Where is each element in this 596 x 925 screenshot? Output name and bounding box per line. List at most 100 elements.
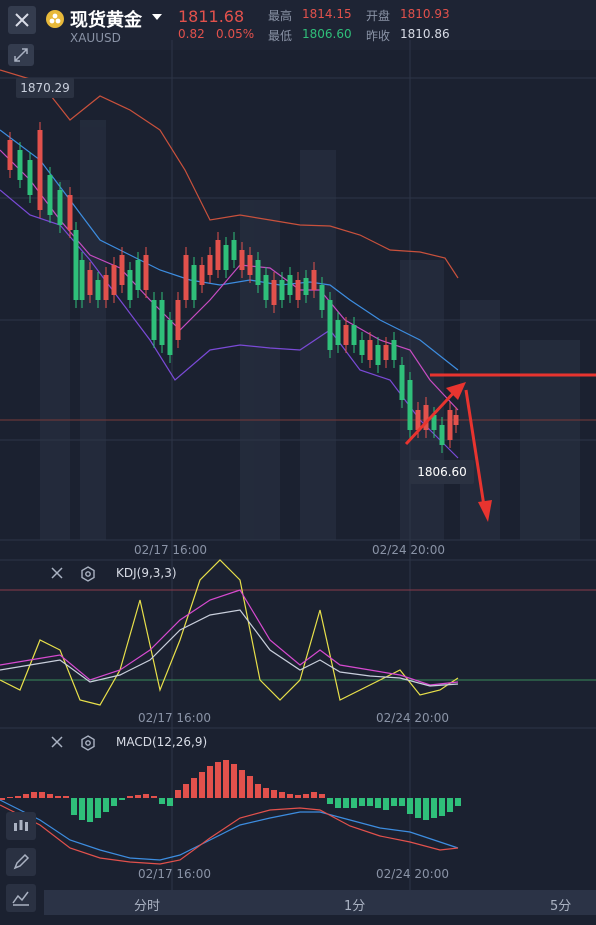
- dea-line: [0, 799, 459, 861]
- candle-body: [407, 380, 413, 430]
- candle-body: [73, 230, 79, 300]
- candle-body: [359, 340, 365, 355]
- macd-bar: [335, 798, 341, 808]
- macd-bar: [271, 790, 277, 798]
- indicator-button[interactable]: [6, 884, 36, 912]
- candle-body: [143, 255, 149, 290]
- macd-bar: [79, 798, 85, 820]
- prev-close-value: 1810.86: [400, 27, 450, 41]
- macd-bar: [447, 798, 453, 812]
- macd-bar: [199, 772, 205, 798]
- macd-bar: [223, 760, 229, 798]
- candle-body: [215, 240, 221, 270]
- macd-bar: [327, 798, 333, 804]
- candle-body: [453, 415, 459, 425]
- candle-body: [279, 280, 285, 300]
- gold-coin-icon: [46, 10, 64, 28]
- macd-bar: [7, 797, 13, 798]
- macd-close-icon[interactable]: [50, 735, 64, 749]
- macd-bar: [183, 784, 189, 798]
- macd-bar: [0, 798, 5, 800]
- d-line: [0, 589, 459, 686]
- high-label: 最高: [268, 9, 293, 23]
- candle-body: [17, 150, 23, 180]
- candle-body: [247, 255, 253, 275]
- candle-body: [47, 175, 53, 215]
- macd-bar: [95, 798, 101, 818]
- last-price: 1811.68: [178, 7, 245, 26]
- candle-body: [391, 340, 397, 360]
- candle-body: [37, 130, 43, 210]
- macd-bar: [247, 776, 253, 798]
- chevron-down-icon[interactable]: [152, 14, 162, 20]
- kdj-title: KDJ(9,3,3): [116, 566, 177, 580]
- candlestick-button[interactable]: [6, 812, 36, 840]
- macd-bar: [423, 798, 429, 820]
- candle-body: [287, 275, 293, 295]
- middle-band-line: [0, 129, 459, 371]
- macd-bar: [175, 790, 181, 798]
- candle-body: [183, 255, 189, 300]
- candle-body: [319, 285, 325, 310]
- macd-gear-icon[interactable]: [80, 735, 96, 751]
- macd-bar: [87, 798, 93, 822]
- price-change: 0.82: [178, 27, 205, 41]
- macd-bar: [367, 798, 373, 806]
- prev-close-label: 昨收: [366, 29, 391, 43]
- candle-body: [367, 340, 373, 360]
- candle-body: [67, 195, 73, 230]
- candle-body: [311, 270, 317, 290]
- tab-1min[interactable]: 1分: [344, 899, 366, 914]
- close-icon: [15, 13, 29, 27]
- candle-body: [271, 280, 277, 305]
- close-button[interactable]: [8, 6, 36, 34]
- tab-5min[interactable]: 5分: [550, 899, 572, 914]
- macd-time-label-1: 02/17 16:00: [138, 867, 211, 881]
- candlestick-icon: [14, 820, 28, 831]
- macd-bar: [343, 798, 349, 808]
- expand-button[interactable]: [8, 44, 34, 66]
- macd-bar: [39, 792, 45, 798]
- pencil-icon: [13, 853, 30, 870]
- kdj-gear-icon[interactable]: [80, 566, 96, 582]
- candle-body: [327, 300, 333, 350]
- dif-line: [0, 804, 459, 865]
- tab-timeshare[interactable]: 分时: [134, 899, 161, 914]
- macd-bar: [135, 795, 141, 798]
- open-value: 1810.93: [400, 7, 450, 21]
- candlestick-chart[interactable]: [0, 40, 596, 890]
- candle-body: [295, 280, 301, 300]
- upper-band-line: [0, 69, 459, 279]
- candle-body: [127, 270, 133, 300]
- timeframe-tabs: [44, 890, 596, 915]
- quote-header: 现货黄金 XAUUSD 1811.68 0.82 0.05% 最高 1814.1…: [0, 0, 596, 50]
- macd-bar: [127, 796, 133, 798]
- candle-body: [439, 425, 445, 445]
- macd-bar: [455, 798, 461, 806]
- macd-bar: [119, 798, 125, 800]
- macd-bar: [23, 794, 29, 798]
- main-time-label-2: 02/24 20:00: [372, 543, 445, 557]
- expand-icon: [14, 48, 28, 62]
- kdj-close-icon[interactable]: [50, 566, 64, 580]
- candle-body: [231, 240, 237, 260]
- macd-bar: [255, 784, 261, 798]
- low-label: 最低: [268, 29, 293, 43]
- macd-bar: [391, 798, 397, 806]
- candle-body: [57, 190, 63, 225]
- instrument-title[interactable]: 现货黄金: [70, 10, 142, 31]
- draw-tool-button[interactable]: [6, 848, 36, 876]
- macd-bar: [55, 796, 61, 798]
- macd-bar: [351, 798, 357, 808]
- candle-body: [431, 415, 437, 430]
- high-marker: 1870.29: [16, 78, 74, 98]
- macd-bar: [439, 798, 445, 816]
- high-value: 1814.15: [302, 7, 352, 21]
- candle-body: [223, 245, 229, 270]
- low-value: 1806.60: [302, 27, 352, 41]
- macd-bar: [399, 798, 405, 806]
- candle-body: [415, 410, 421, 430]
- macd-bar: [407, 798, 413, 814]
- macd-bar: [415, 798, 421, 818]
- candle-body: [239, 250, 245, 270]
